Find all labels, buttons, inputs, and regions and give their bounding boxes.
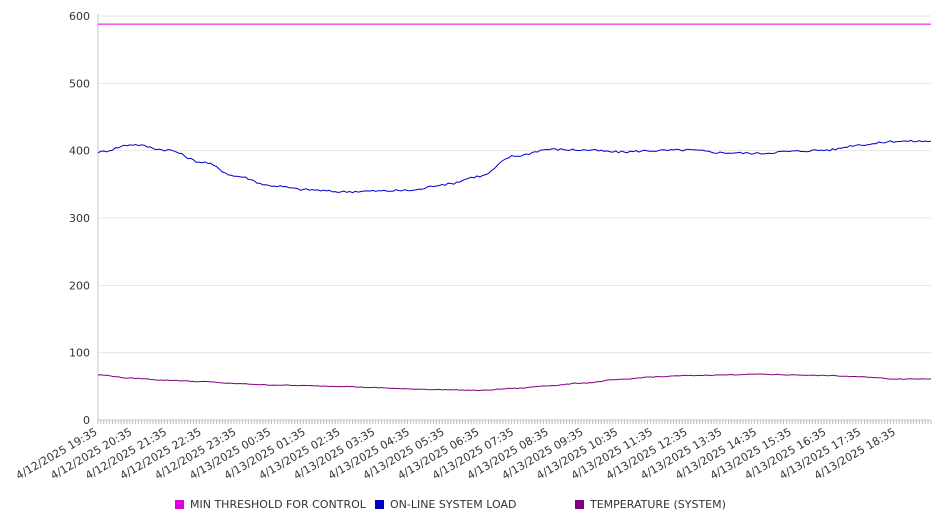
series-line-1 xyxy=(97,139,932,194)
x-axis-ticks: 4/12/2025 19:354/12/2025 20:354/12/2025 … xyxy=(14,425,898,482)
y-tick-label-200: 200 xyxy=(69,279,90,292)
series-lines xyxy=(97,23,932,391)
y-axis-ticks: 0 100 200 300 400 500 600 xyxy=(69,10,90,427)
axes xyxy=(97,14,932,424)
legend-label-min-threshold: MIN THRESHOLD FOR CONTROL xyxy=(190,498,366,511)
legend-item-temperature[interactable]: TEMPERATURE (SYSTEM) xyxy=(575,498,726,511)
y-tick-label-0: 0 xyxy=(83,414,90,427)
legend-swatch-min-threshold xyxy=(175,500,184,509)
y-tick-label-500: 500 xyxy=(69,77,90,90)
y-tick-label-300: 300 xyxy=(69,212,90,225)
legend-label-system-load: ON-LINE SYSTEM LOAD xyxy=(390,498,517,511)
legend-item-system-load[interactable]: ON-LINE SYSTEM LOAD xyxy=(375,498,516,511)
y-tick-label-400: 400 xyxy=(69,145,90,158)
legend-label-temperature: TEMPERATURE (SYSTEM) xyxy=(590,498,726,511)
legend-swatch-temperature xyxy=(575,500,584,509)
legend-item-min-threshold[interactable]: MIN THRESHOLD FOR CONTROL xyxy=(175,498,366,511)
y-tick-label-100: 100 xyxy=(69,347,90,360)
grid-lines xyxy=(98,15,931,354)
series-line-2 xyxy=(97,373,932,391)
legend: MIN THRESHOLD FOR CONTROL ON-LINE SYSTEM… xyxy=(175,498,775,514)
legend-swatch-system-load xyxy=(375,500,384,509)
y-tick-label-600: 600 xyxy=(69,10,90,23)
